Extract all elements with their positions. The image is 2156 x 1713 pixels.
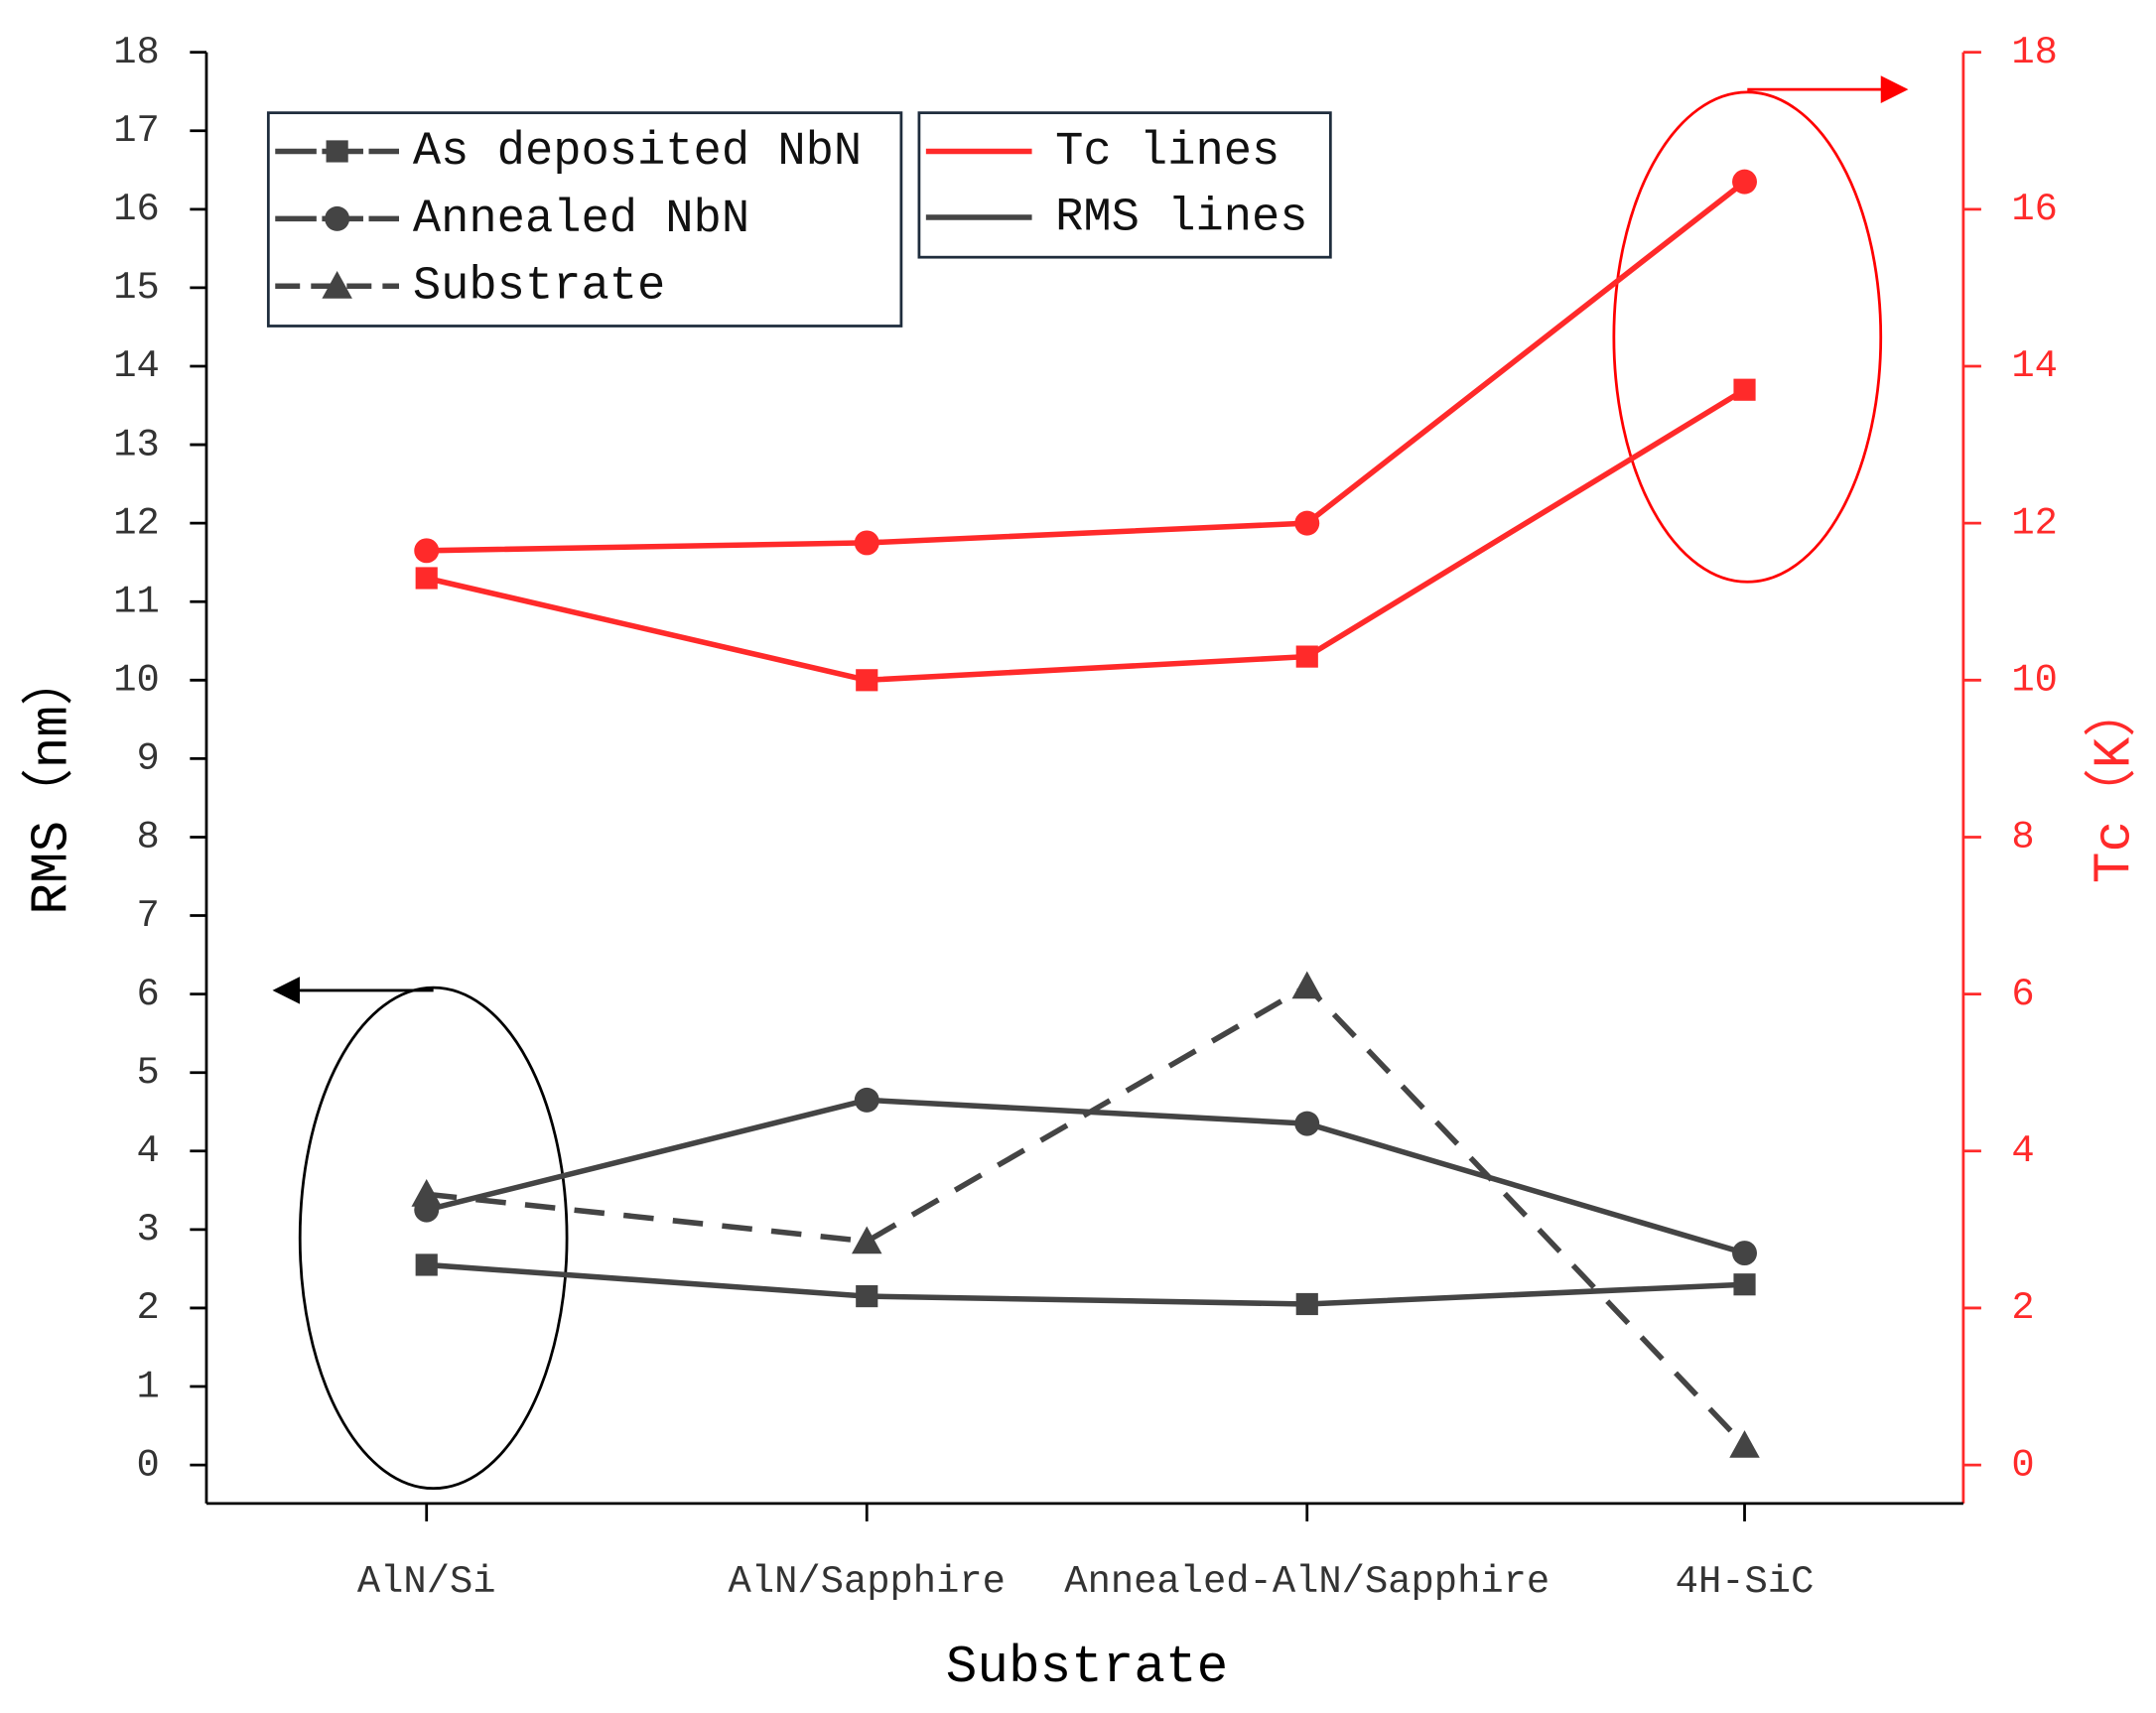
y2-tick-label: 4 bbox=[2011, 1129, 2034, 1173]
data-line bbox=[426, 1261, 1745, 1307]
y-tick-label: 14 bbox=[113, 344, 160, 388]
y-tick-label: 16 bbox=[113, 188, 160, 231]
y-tick-label: 17 bbox=[113, 109, 160, 153]
legend-box bbox=[917, 111, 1332, 259]
data-line bbox=[426, 983, 1747, 1448]
data-line bbox=[426, 179, 1747, 554]
marker bbox=[1291, 971, 1323, 999]
marker bbox=[415, 567, 438, 590]
marker bbox=[1295, 645, 1318, 668]
y-tick-label: 10 bbox=[113, 659, 160, 703]
marker bbox=[414, 538, 440, 564]
y2-tick-label: 10 bbox=[2011, 659, 2058, 703]
y2-tick-label: 8 bbox=[2011, 816, 2034, 859]
marker bbox=[856, 669, 878, 692]
y-tick-label: 4 bbox=[137, 1129, 160, 1173]
annotation-ellipse bbox=[298, 986, 569, 1491]
marker bbox=[852, 1226, 882, 1254]
y-tick-label: 5 bbox=[137, 1051, 160, 1095]
marker bbox=[411, 1179, 442, 1207]
y2-tick-label: 12 bbox=[2011, 501, 2058, 545]
marker bbox=[415, 1253, 438, 1276]
y2-tick-label: 2 bbox=[2011, 1286, 2034, 1330]
marker bbox=[326, 140, 348, 163]
marker bbox=[325, 205, 350, 231]
y-tick-label: 12 bbox=[113, 501, 160, 545]
marker bbox=[1732, 169, 1757, 195]
y2-tick-label: 16 bbox=[2011, 188, 2058, 231]
data-line bbox=[426, 1097, 1746, 1256]
marker bbox=[854, 530, 879, 556]
marker bbox=[856, 1284, 878, 1308]
y-tick-label: 13 bbox=[113, 423, 160, 466]
y2-axis-label: Tc（K） bbox=[2084, 685, 2144, 883]
marker bbox=[1295, 1292, 1318, 1316]
data-line bbox=[426, 387, 1746, 684]
legend-label: As deposited NbN bbox=[413, 126, 862, 179]
x-tick-label: AlN/Si bbox=[357, 1560, 496, 1604]
legend-label: Tc lines bbox=[1055, 126, 1280, 179]
annotation-ellipse bbox=[1612, 90, 1883, 584]
y2-tick-label: 0 bbox=[2011, 1443, 2034, 1487]
y2-tick-label: 18 bbox=[2011, 31, 2058, 74]
marker bbox=[322, 271, 352, 299]
marker bbox=[1732, 1241, 1757, 1266]
y-tick-label: 8 bbox=[137, 816, 160, 859]
y2-tick-label: 14 bbox=[2011, 344, 2058, 388]
y2-tick-label: 6 bbox=[2011, 973, 2034, 1016]
legend-label: Annealed NbN bbox=[413, 194, 749, 246]
x-tick-label: AlN/Sapphire bbox=[729, 1560, 1006, 1604]
y-axis-label: RMS（nm） bbox=[22, 653, 82, 914]
x-axis-label: Substrate bbox=[946, 1638, 1228, 1697]
marker bbox=[1733, 1273, 1756, 1296]
marker bbox=[854, 1087, 879, 1113]
marker bbox=[1729, 1430, 1760, 1458]
y-tick-label: 11 bbox=[113, 580, 160, 623]
y-tick-label: 7 bbox=[137, 894, 160, 938]
y-tick-label: 3 bbox=[137, 1208, 160, 1252]
marker bbox=[1733, 378, 1756, 401]
marker bbox=[1294, 510, 1320, 536]
y-tick-label: 0 bbox=[137, 1443, 160, 1487]
legend-label: Substrate bbox=[413, 261, 665, 314]
y-tick-label: 2 bbox=[137, 1286, 160, 1330]
y-tick-label: 9 bbox=[137, 737, 160, 781]
y-tick-label: 18 bbox=[113, 31, 160, 74]
x-tick-label: Annealed-AlN/Sapphire bbox=[1064, 1560, 1550, 1604]
marker bbox=[1294, 1111, 1320, 1136]
y-tick-label: 6 bbox=[137, 973, 160, 1016]
x-tick-label: 4H-SiC bbox=[1676, 1560, 1815, 1604]
y-tick-label: 15 bbox=[113, 266, 160, 310]
legend-label: RMS lines bbox=[1055, 192, 1307, 244]
y-tick-label: 1 bbox=[137, 1365, 160, 1408]
